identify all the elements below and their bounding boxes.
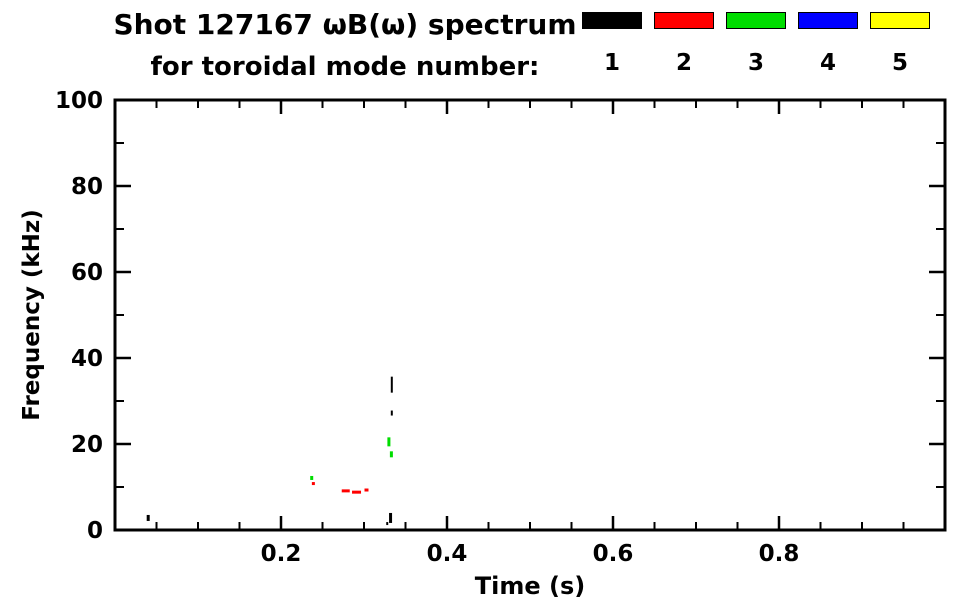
chart-title-line2: for toroidal mode number: (150, 52, 540, 82)
legend-entry: 3 (720, 12, 792, 76)
y-axis-label: Frequency (kHz) (19, 209, 45, 421)
mode-number-legend: 1 2 3 4 5 (576, 12, 936, 76)
data-point (389, 451, 393, 458)
data-point (389, 512, 393, 523)
data-point (386, 522, 389, 526)
legend-mode-number-label: 3 (747, 50, 764, 76)
y-tick-label: 0 (87, 518, 103, 544)
y-tick-label: 20 (71, 432, 103, 458)
x-axis-label: Time (s) (474, 572, 586, 600)
data-point (364, 488, 369, 492)
data-point (390, 410, 393, 416)
y-tick-label: 60 (71, 260, 103, 286)
legend-color-swatch (582, 12, 642, 29)
legend-mode-number-label: 1 (603, 50, 620, 76)
legend-mode-number-label: 4 (819, 50, 836, 76)
legend-entry: 1 (576, 12, 648, 76)
data-point (310, 475, 314, 480)
legend-entry: 4 (792, 12, 864, 76)
x-tick-label: 0.4 (427, 541, 468, 567)
y-tick-label: 40 (71, 346, 103, 372)
plot-frame (113, 98, 947, 532)
data-point (387, 437, 391, 447)
y-tick-label: 80 (71, 174, 103, 200)
x-tick-label: 0.6 (593, 541, 634, 567)
legend-color-swatch (798, 12, 858, 29)
legend-color-swatch (654, 12, 714, 29)
legend-mode-number-label: 2 (675, 50, 692, 76)
y-tick-label: 100 (55, 88, 103, 114)
chart-title-line1: Shot 127167 ωB(ω) spectrum (113, 8, 577, 41)
data-point (352, 490, 362, 494)
legend-color-swatch (726, 12, 786, 29)
data-point (390, 376, 393, 393)
data-point (341, 489, 350, 493)
legend-entry: 5 (864, 12, 936, 76)
legend-mode-number-label: 5 (891, 50, 908, 76)
legend-entry: 2 (648, 12, 720, 76)
data-point (146, 514, 150, 521)
x-tick-label: 0.8 (759, 541, 800, 567)
legend-color-swatch (870, 12, 930, 29)
data-point (311, 482, 315, 486)
x-tick-label: 0.2 (261, 541, 302, 567)
